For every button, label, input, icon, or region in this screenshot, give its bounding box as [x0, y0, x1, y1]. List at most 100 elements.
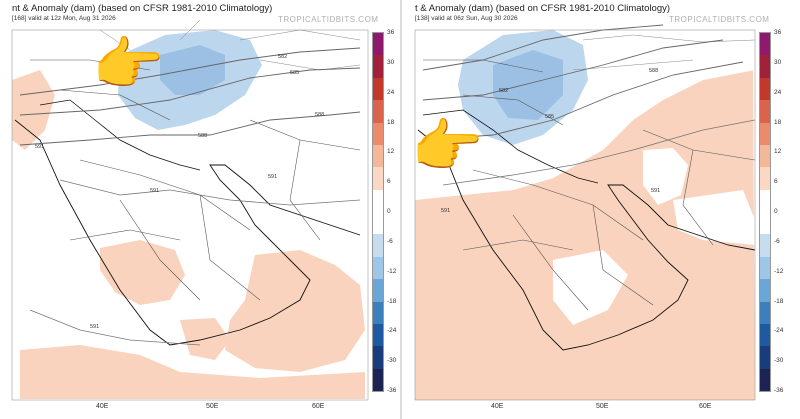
colorbar-tick-label: 0 [387, 208, 391, 215]
colorbar-segment [760, 346, 770, 369]
lon-label: 60E [312, 403, 325, 410]
colorbar-tick-label: -30 [387, 357, 397, 365]
colorbar-tick-label: 30 [774, 58, 782, 66]
colorbar-tick-label: 6 [387, 178, 391, 186]
map-valid-time: [138] valid at 06z Sun, Aug 30 2026 [415, 15, 518, 22]
colorbar-segment [760, 234, 770, 257]
colorbar-tick-label: 18 [774, 118, 782, 126]
contour-label: 591 [150, 188, 159, 194]
colorbar-segment [373, 144, 383, 168]
warm-anomaly-region [20, 345, 365, 399]
neutral-anomaly-region [553, 250, 628, 325]
pointing-hand-icon: 👉 [92, 32, 165, 97]
panel-divider [400, 0, 402, 419]
colorbar-tick-label: 0 [774, 208, 778, 215]
colorbar-segment [760, 256, 770, 280]
coastline [39, 99, 201, 171]
lon-label: 60E [699, 403, 712, 410]
colorbar-segment [760, 301, 770, 324]
warm-anomaly-region [12, 70, 55, 150]
colorbar-segment [760, 122, 770, 145]
colorbar-tick-label: 36 [387, 29, 395, 36]
colorbar-segment [373, 100, 383, 123]
lon-label: 50E [596, 403, 609, 410]
colorbar-tick-label: -12 [387, 267, 397, 275]
colorbar-segment [373, 234, 383, 257]
colorbar-segment [760, 167, 770, 190]
height-contour [29, 309, 201, 346]
height-contour [19, 67, 361, 116]
colorbar-segment [373, 122, 383, 145]
brand-watermark: TROPICALTIDBITS.COM [669, 15, 770, 24]
map-left-svg: 582 585 588 588 591 591 591 591 [11, 19, 369, 401]
contour-label: 591 [268, 174, 277, 180]
colorbar-segment [760, 55, 770, 78]
border-lines [572, 34, 756, 71]
height-contour [19, 111, 361, 146]
colorbar-tick-label: -6 [387, 237, 393, 245]
lon-label: 40E [96, 403, 109, 410]
colorbar-segment [760, 212, 770, 235]
colorbar-segment [373, 323, 383, 347]
border-lines [423, 59, 756, 311]
pointing-hand-icon: 👉 [411, 114, 484, 179]
colorbar-segment [373, 346, 383, 369]
colorbar-segment [760, 189, 770, 212]
contour-label: 588 [649, 68, 658, 74]
coastline [417, 129, 756, 351]
colorbar-tick-label: -24 [774, 327, 784, 335]
contour-label: 591 [441, 208, 450, 214]
colorbar-tick-label: -30 [774, 357, 784, 365]
contour-label: 585 [545, 114, 554, 120]
colorbar-segment [373, 301, 383, 324]
colorbar-segment [760, 100, 770, 123]
warm-anomaly-region [100, 240, 185, 305]
colorbar-tick-label: 12 [774, 148, 782, 156]
colorbar-segment [373, 77, 383, 101]
colorbar-segment [373, 189, 383, 212]
colorbar-segment [760, 368, 770, 391]
colorbar-tick-label: -12 [774, 267, 784, 275]
neutral-anomaly-region [673, 190, 755, 245]
colorbar: 36 30 24 18 12 6 0 -6 -12 -18 -24 -30 -36 [372, 29, 396, 394]
contour-label: 588 [315, 112, 324, 118]
height-contour [442, 119, 756, 186]
colorbar-segment [373, 256, 383, 280]
contour-label: 591 [35, 144, 44, 150]
colorbar-segment [760, 279, 770, 302]
map-right-svg: 582 585 588 591 591 [414, 24, 756, 401]
contour-label: 582 [499, 88, 508, 94]
contour-label: 585 [290, 70, 299, 76]
height-contour [59, 179, 361, 206]
map-title: nt & Anomaly (dam) (based on CFSR 1981-2… [12, 3, 273, 14]
neutral-anomaly-region [643, 148, 688, 205]
contour-label: 582 [278, 54, 287, 60]
contour-label: 588 [198, 133, 207, 139]
colorbar-tick-label: 6 [774, 178, 778, 186]
map-title: t & Anomaly (dam) (based on CFSR 1981-20… [415, 3, 671, 14]
brand-watermark: TROPICALTIDBITS.COM [278, 15, 379, 24]
colorbar-tick-label: 12 [387, 148, 395, 156]
warm-anomaly-region [225, 250, 365, 372]
lon-label: 40E [491, 403, 504, 410]
colorbar-segment [760, 77, 770, 101]
contour-label: 591 [651, 188, 660, 194]
colorbar: 36 30 24 18 12 6 0 -6 -12 -18 -24 -30 -36 [759, 29, 783, 394]
colorbar-tick-label: -24 [387, 327, 397, 335]
height-contour [422, 39, 724, 101]
contour-label: 591 [90, 324, 99, 330]
cool-anomaly-core [160, 45, 225, 95]
colorbar-segment [373, 279, 383, 302]
colorbar-segment [373, 167, 383, 190]
height-contour [422, 24, 664, 71]
coastline [14, 119, 361, 346]
colorbar-segment [373, 55, 383, 78]
colorbar-tick-label: -6 [774, 237, 780, 245]
map-panel-left: 582 585 588 588 591 591 591 591 nt & Ano… [0, 0, 399, 419]
colorbar-segment [373, 212, 383, 235]
colorbar-segment [760, 144, 770, 168]
colorbar-tick-label: 36 [774, 29, 782, 36]
colorbar-segment [760, 33, 770, 56]
border-lines [30, 59, 361, 301]
colorbar-segment [373, 33, 383, 56]
